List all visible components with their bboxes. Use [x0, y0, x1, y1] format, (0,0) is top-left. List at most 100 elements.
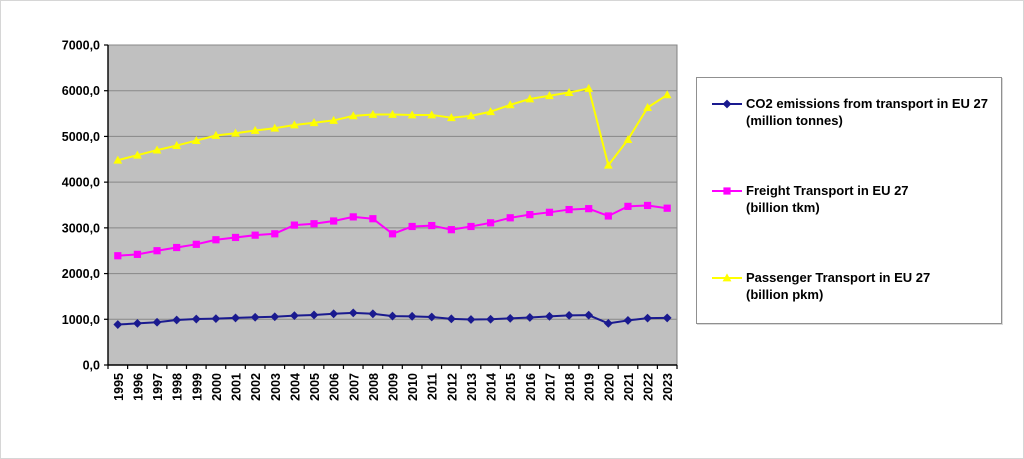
data-point — [525, 313, 535, 322]
data-point — [388, 230, 397, 238]
legend-label-co2-line2: (million tonnes) — [746, 113, 843, 129]
data-point — [643, 313, 652, 323]
data-point — [270, 312, 280, 322]
legend-label-passenger: Passenger Transport in EU 27 (billion pk… — [746, 269, 930, 303]
data-point — [348, 308, 358, 318]
data-point — [192, 240, 200, 248]
data-point — [329, 309, 339, 319]
data-point — [231, 233, 240, 242]
data-point — [526, 211, 534, 219]
legend-item-freight: Freight Transport in EU 27 (billion tkm) — [712, 182, 995, 216]
data-point — [309, 310, 319, 320]
data-point — [623, 135, 633, 144]
data-point — [152, 145, 162, 154]
data-point — [368, 109, 378, 118]
data-point — [604, 212, 612, 220]
x-tick-label: 1999 — [190, 373, 204, 401]
x-tick-label: 2021 — [622, 373, 636, 401]
diamond-marker-icon — [722, 99, 732, 109]
y-tick-label: 3000,0 — [62, 221, 100, 235]
data-point — [466, 315, 476, 324]
data-point — [585, 205, 593, 213]
legend-label-passenger-line1: Passenger Transport in EU 27 — [746, 270, 931, 285]
data-point — [506, 214, 514, 222]
x-tick-label: 2005 — [308, 373, 322, 401]
data-point — [212, 236, 220, 244]
legend-label-co2-line1: CO2 emissions from transport in EU 27 — [746, 96, 989, 111]
plot-area — [107, 44, 678, 366]
x-tick-label: 2009 — [387, 373, 401, 401]
data-point — [584, 83, 594, 92]
data-point — [289, 120, 299, 129]
x-tick-label: 2017 — [543, 373, 557, 401]
legend-item-co2: CO2 emissions from transport in EU 27 (m… — [712, 95, 995, 129]
data-point — [251, 231, 259, 239]
data-point — [663, 204, 671, 212]
data-point — [447, 226, 455, 234]
data-point — [467, 222, 475, 231]
data-point — [231, 128, 240, 137]
x-tick-label: 2008 — [367, 373, 381, 401]
legend-label-freight-line1: Freight Transport in EU 27 — [746, 183, 909, 198]
x-tick-label: 2015 — [504, 373, 518, 401]
data-point — [643, 201, 652, 210]
data-point — [153, 247, 161, 255]
x-tick-label: 1995 — [112, 373, 126, 401]
data-point — [487, 219, 495, 227]
x-tick-label: 2014 — [485, 373, 499, 401]
data-point — [623, 316, 633, 325]
data-point — [564, 87, 574, 96]
data-point — [250, 125, 260, 134]
y-tick-label: 7000,0 — [62, 39, 100, 53]
y-tick-label: 4000,0 — [62, 176, 100, 190]
data-point — [427, 110, 437, 119]
data-point — [172, 315, 182, 325]
data-point — [310, 220, 318, 228]
x-tick-label: 1997 — [151, 373, 165, 401]
triangle-marker-icon — [722, 273, 732, 282]
y-tick-label: 0,0 — [83, 359, 100, 373]
x-tick-label: 2010 — [406, 373, 420, 401]
data-point — [211, 130, 221, 139]
x-tick-label: 2023 — [661, 373, 675, 401]
data-point — [505, 100, 515, 109]
data-point — [250, 312, 260, 322]
data-point — [290, 221, 298, 229]
data-point — [191, 314, 201, 324]
data-point — [289, 311, 299, 321]
data-point — [173, 243, 181, 252]
x-tick-label: 2000 — [210, 373, 224, 401]
square-marker-icon — [712, 187, 742, 195]
data-point — [584, 310, 594, 320]
x-tick-label: 1996 — [131, 373, 145, 401]
data-point — [428, 221, 436, 230]
data-point — [349, 213, 357, 221]
x-tick-label: 2020 — [602, 373, 616, 401]
data-point — [603, 160, 613, 169]
legend-label-co2: CO2 emissions from transport in EU 27 (m… — [746, 95, 988, 129]
data-point — [152, 317, 162, 327]
legend-label-freight: Freight Transport in EU 27 (billion tkm) — [746, 182, 909, 216]
data-point — [172, 140, 182, 149]
data-point — [525, 94, 535, 103]
data-point — [270, 123, 280, 132]
data-point — [113, 155, 123, 164]
x-tick-label: 2003 — [269, 373, 283, 401]
data-point — [446, 113, 456, 122]
data-point — [564, 311, 574, 320]
data-point — [133, 150, 142, 159]
data-point — [348, 111, 358, 120]
data-point — [545, 208, 554, 216]
y-tick-label: 2000,0 — [62, 267, 100, 281]
square-marker-icon — [723, 187, 731, 195]
data-point — [427, 312, 437, 322]
x-tick-label: 1998 — [171, 373, 185, 401]
data-point — [505, 313, 515, 323]
y-tick-label: 5000,0 — [62, 130, 100, 144]
x-tick-label: 2012 — [445, 373, 459, 401]
data-point — [466, 111, 476, 120]
chart-legend: CO2 emissions from transport in EU 27 (m… — [696, 77, 1002, 324]
data-point — [114, 252, 122, 260]
data-point — [643, 103, 652, 112]
